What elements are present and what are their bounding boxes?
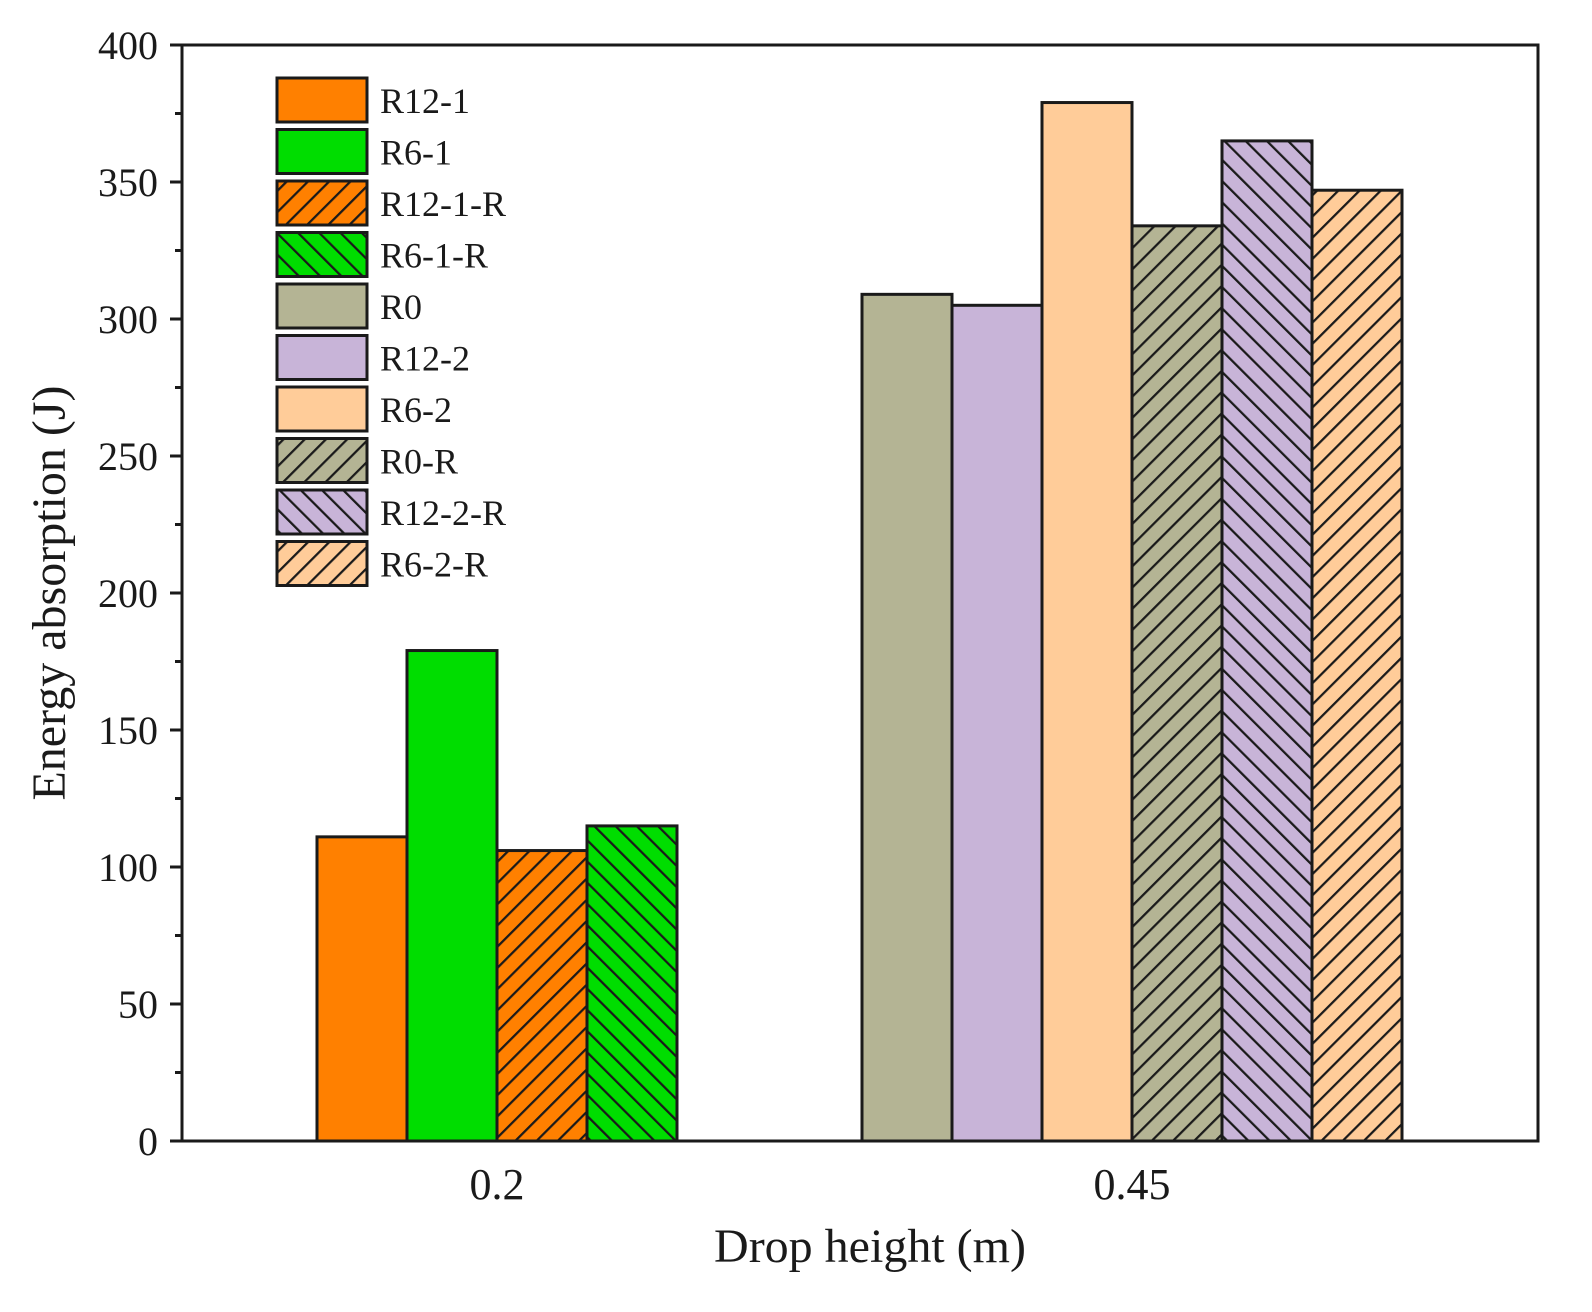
x-tick-label: 0.2 [470,1160,525,1209]
x-tick-label: 0.45 [1094,1160,1171,1209]
legend-swatch [275,76,369,124]
legend-label: R12-2 [380,339,470,379]
y-tick-label: 400 [98,23,158,68]
bar-r6-2 [1040,101,1134,1143]
bar-r12-1 [315,835,409,1143]
legend-item-r12-2-r: R12-2-R [275,488,506,536]
legend-item-r0: R0 [275,282,422,330]
y-tick-label: 100 [98,845,158,890]
bar-r12-1-r [495,849,589,1143]
y-tick-label: 350 [98,160,158,205]
axis-ticks: 0 50 100 150 200 250 300 350 400 0.2 0.45 [98,23,1171,1209]
legend-swatch [275,334,369,381]
y-tick-label: 200 [98,571,158,616]
legend: R12-1 R6-1 R12-1-R R6-1-R R0 R12-2 R6-2 R0-R R12… [275,76,506,587]
legend-swatch [275,385,369,433]
legend-item-r12-1: R12-1 [275,76,470,124]
legend-item-r6-1: R6-1 [275,128,452,175]
legend-item-r6-2: R6-2 [275,385,452,433]
legend-label: R6-2 [380,390,452,430]
legend-item-r6-1-r: R6-1-R [275,231,488,278]
bar-r0 [860,292,954,1143]
y-tick-label: 150 [98,708,158,753]
y-tick-label: 0 [138,1119,158,1164]
y-tick-label: 50 [118,982,158,1027]
bar-r12-2-r [1220,139,1314,1143]
bar-r6-1-r [585,824,679,1143]
legend-swatch [275,128,369,175]
legend-label: R12-2-R [380,493,506,533]
legend-swatch [275,231,369,278]
legend-label: R12-1 [380,81,470,121]
bar-r0-r [1130,224,1224,1143]
y-tick-label: 250 [98,434,158,479]
x-axis-title: Drop height (m) [714,1220,1026,1273]
legend-label: R0-R [380,442,458,482]
legend-item-r0-r: R0-R [275,437,458,484]
legend-swatch [275,540,369,587]
bar-r12-2 [950,303,1044,1143]
legend-item-r12-1-r: R12-1-R [275,179,506,227]
y-axis-title: Energy absorption (J) [23,385,76,800]
legend-swatch [275,437,369,484]
bars-layer [315,101,1404,1143]
bar-r6-1 [405,649,499,1143]
y-tick-label: 300 [98,297,158,342]
legend-label: R12-1-R [380,184,506,224]
legend-label: R0 [380,287,422,327]
legend-swatch [275,488,369,536]
legend-item-r6-2-r: R6-2-R [275,540,488,587]
bar-r6-2-r [1310,188,1404,1143]
legend-label: R6-1 [380,133,452,173]
legend-label: R6-2-R [380,545,488,585]
legend-swatch [275,179,369,227]
legend-item-r12-2: R12-2 [275,334,470,381]
legend-swatch [275,282,369,330]
legend-label: R6-1-R [380,236,488,276]
